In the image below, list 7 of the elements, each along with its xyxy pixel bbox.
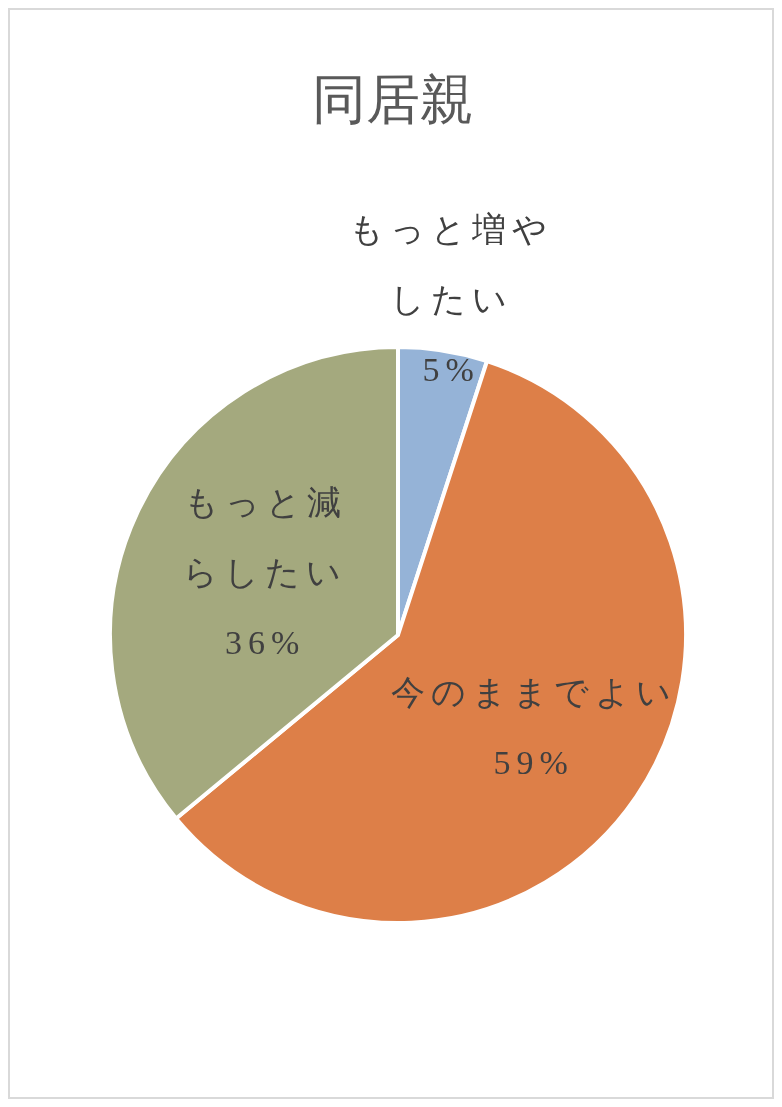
data-label: 36% [224, 623, 306, 661]
data-label: 5% [422, 350, 480, 388]
slice-label: もっと増やしたい [349, 210, 554, 318]
chart-title: 同居親 [312, 70, 474, 130]
slice-label: もっと減らしたい [183, 483, 348, 591]
slice-label: 今のままでよい [390, 673, 677, 711]
data-label: 59% [493, 743, 574, 781]
